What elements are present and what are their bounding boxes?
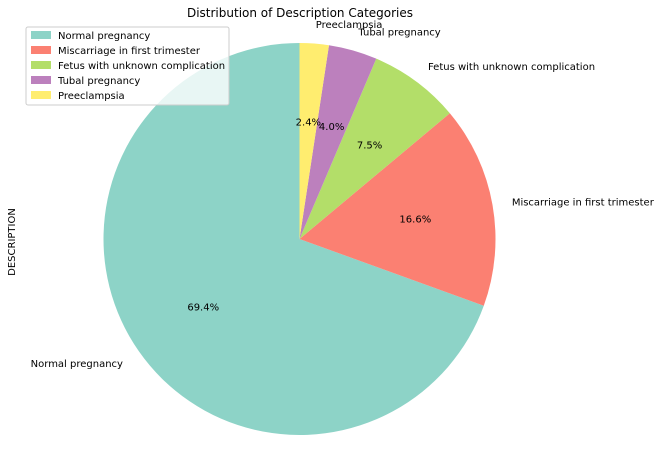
y-axis-label: DESCRIPTION (7, 208, 18, 276)
slice-label-miscarriage-in-first-trimester: Miscarriage in first trimester (512, 198, 655, 209)
slice-label-preeclampsia: Preeclampsia (316, 20, 383, 31)
slice-label-tubal-pregnancy: Tubal pregnancy (357, 28, 440, 39)
pie-slice-normal-pregnancy (103, 43, 484, 436)
slice-label-fetus-with-unknown-complication: Fetus with unknown complication (428, 62, 595, 73)
legend-label-preeclampsia: Preeclampsia (58, 91, 125, 102)
legend-swatch-normal-pregnancy (31, 31, 51, 39)
pie-slice-fetus-with-unknown-complication (299, 58, 450, 239)
percent-label-normal-pregnancy: 69.4% (187, 303, 219, 314)
legend-swatch-preeclampsia (31, 91, 51, 99)
pie-slice-tubal-pregnancy (299, 45, 377, 240)
slice-labels: Normal pregnancy 69.4% Miscarriage in firs… (31, 20, 655, 370)
percent-label-miscarriage-in-first-trimester: 16.6% (399, 215, 431, 226)
legend-swatch-tubal-pregnancy (31, 76, 51, 84)
legend-label-normal-pregnancy: Normal pregnancy (58, 31, 150, 42)
legend-label-tubal-pregnancy: Tubal pregnancy (57, 76, 140, 87)
legend-swatch-miscarriage-in-first-trimester (31, 46, 51, 54)
legend: Normal pregnancy Miscarriage in first tri… (25, 26, 230, 106)
slice-label-normal-pregnancy: Normal pregnancy (31, 359, 123, 370)
percent-label-fetus-with-unknown-complication: 7.5% (357, 141, 382, 152)
legend-swatch-fetus-with-unknown-complication (31, 61, 51, 69)
legend-label-fetus-with-unknown-complication: Fetus with unknown complication (58, 61, 225, 72)
percent-label-tubal-pregnancy: 4.0% (319, 122, 344, 133)
legend-label-miscarriage-in-first-trimester: Miscarriage in first trimester (58, 46, 201, 57)
percent-label-preeclampsia: 2.4% (296, 118, 321, 129)
pie-slice-preeclampsia (299, 43, 329, 239)
pie-slices (103, 43, 496, 436)
chart-title: Distribution of Description Categories (187, 6, 413, 20)
legend-frame (25, 26, 230, 106)
pie-slice-miscarriage-in-first-trimester (299, 113, 496, 306)
